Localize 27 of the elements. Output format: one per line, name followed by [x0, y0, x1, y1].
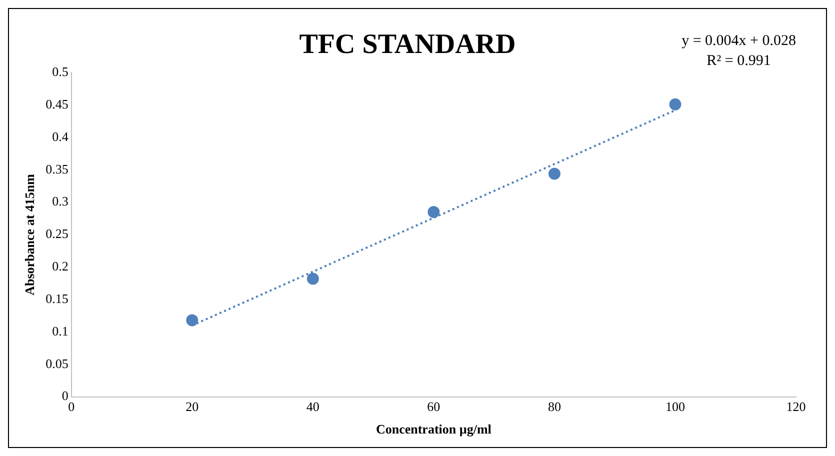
- y-tick-label: 0.4: [52, 128, 69, 144]
- point: [548, 168, 560, 180]
- x-tick-label: 80: [548, 399, 561, 414]
- y-tick-label: 0.2: [52, 258, 68, 274]
- y-tick-label: 0.3: [52, 194, 68, 209]
- text: y = 0.004x + 0.028: [682, 32, 796, 51]
- point: [186, 314, 198, 326]
- y-tick-label: 0: [62, 388, 68, 404]
- y-tick-label: 0.35: [46, 161, 68, 176]
- y-tick-label: 0.05: [46, 356, 68, 371]
- point: [306, 272, 319, 285]
- text: R² = 0.991: [706, 52, 772, 71]
- x-axis-title: Concentration µg/ml: [376, 422, 492, 437]
- y-tick-label: 0.15: [46, 290, 68, 306]
- x-tick-label: 40: [306, 399, 320, 414]
- point: [428, 206, 440, 218]
- y-tick-label: 0.1: [52, 323, 68, 338]
- y-tick-label: 0.5: [52, 64, 68, 80]
- x-tick-label: 100: [665, 399, 685, 414]
- y-axis-title: Absorbance at 415nm: [22, 174, 38, 296]
- chart-title: TFC STANDARD: [299, 29, 516, 60]
- x-tick-label: 120: [786, 399, 806, 414]
- x-tick-label: 20: [186, 399, 199, 414]
- y-tick-label: 0.45: [46, 96, 68, 112]
- y-tick-label: 0.25: [46, 226, 68, 242]
- x-tick-label: 60: [427, 399, 440, 414]
- point: [669, 98, 682, 110]
